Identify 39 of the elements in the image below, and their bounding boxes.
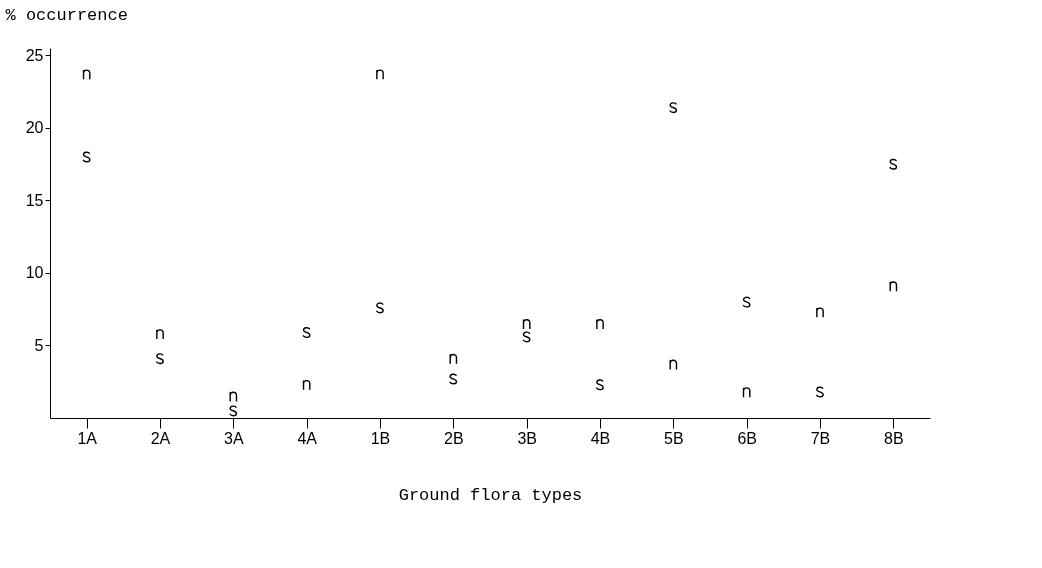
point	[82, 151, 91, 163]
y-tick-label: 5	[34, 336, 44, 354]
x-axis-title: Ground flora types	[398, 485, 583, 505]
x-tick-label: 2A	[150, 429, 171, 447]
x-tick-label: 7B	[810, 429, 831, 447]
y-tick-label: 15	[25, 191, 44, 209]
x-tick-label: 6B	[737, 429, 757, 447]
y-tick-label: 10	[25, 264, 44, 282]
point	[302, 379, 311, 391]
point	[669, 359, 678, 371]
point	[668, 102, 678, 113]
point	[522, 331, 531, 343]
y-axis-title: % occurrence	[5, 5, 128, 25]
point	[522, 318, 531, 330]
point	[888, 158, 898, 170]
point	[889, 281, 898, 292]
point	[82, 69, 91, 81]
point	[448, 373, 458, 385]
point	[375, 302, 384, 314]
point	[302, 327, 311, 338]
x-tick-label: 2B	[444, 429, 464, 447]
x-tick-label: 8B	[884, 429, 904, 447]
point	[742, 386, 751, 398]
point	[229, 391, 238, 403]
point	[228, 405, 238, 417]
y-tick-label: 25	[25, 46, 44, 64]
x-tick-label: 4B	[590, 429, 611, 447]
point	[449, 353, 458, 365]
y-tick-label: 20	[25, 119, 44, 137]
point	[155, 353, 164, 364]
x-tick-label: 3B	[517, 429, 537, 447]
x-tick-label: 3A	[224, 429, 244, 447]
x-tick-label: 5B	[664, 429, 684, 447]
x-tick-label: 1B	[370, 429, 391, 447]
x-tick-label: 4A	[297, 429, 318, 447]
point	[742, 296, 751, 308]
point	[815, 386, 824, 398]
point	[595, 379, 604, 391]
x-tick-label: 1A	[77, 429, 98, 447]
